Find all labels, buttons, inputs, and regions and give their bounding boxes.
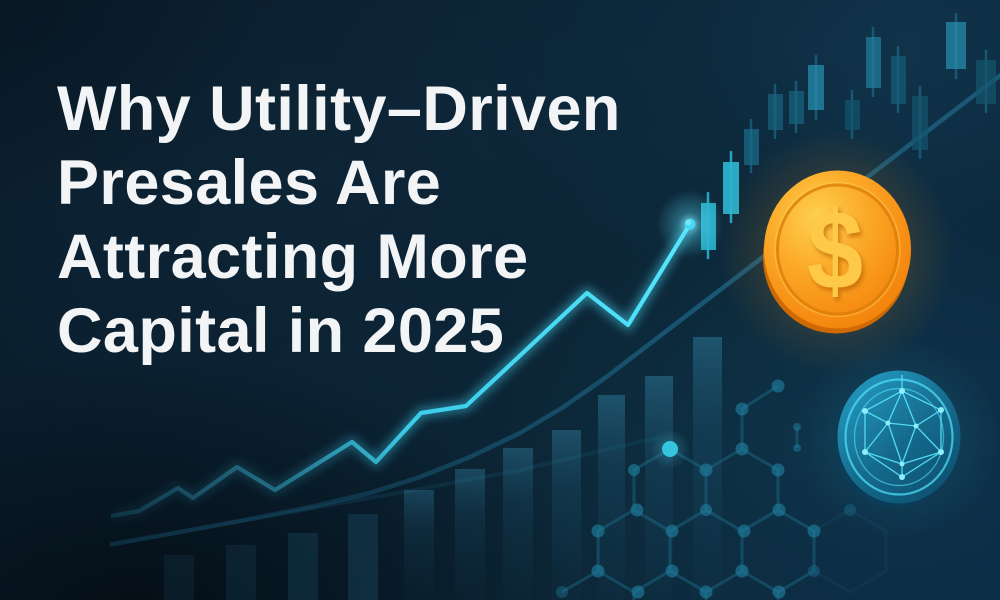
svg-text:$: $ xyxy=(807,187,863,312)
